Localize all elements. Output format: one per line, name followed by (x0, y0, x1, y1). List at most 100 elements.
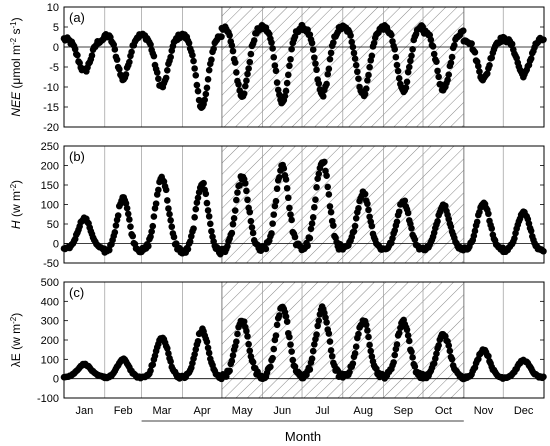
data-point (308, 39, 316, 47)
y-tick-label: 0 (53, 42, 59, 54)
data-point (325, 330, 333, 337)
data-point (267, 363, 274, 371)
data-point (362, 321, 370, 329)
data-point (276, 91, 283, 99)
data-points (60, 303, 547, 383)
data-point (234, 189, 241, 196)
data-point (471, 227, 479, 235)
data-point (476, 68, 483, 75)
data-point (202, 190, 210, 198)
data-point (349, 360, 357, 367)
data-point (112, 222, 120, 229)
data-point (246, 208, 254, 216)
data-point (200, 179, 207, 187)
x-tick-label: Apr (194, 405, 211, 417)
data-point (272, 67, 280, 75)
data-point (147, 41, 154, 48)
data-point (273, 321, 281, 329)
data-point (393, 218, 401, 226)
data-point (368, 52, 376, 60)
data-point (271, 202, 279, 210)
data-point (233, 196, 240, 204)
data-point (269, 45, 276, 52)
x-tick-label: Aug (353, 405, 373, 417)
x-tick-label: Dec (514, 405, 534, 417)
data-point (287, 55, 294, 63)
data-point (167, 358, 174, 365)
data-point (244, 70, 251, 78)
data-point (272, 197, 280, 205)
data-point (401, 197, 409, 205)
data-point (224, 242, 231, 250)
data-point (315, 317, 323, 325)
data-point (114, 212, 122, 219)
y-tick-label: -10 (43, 82, 59, 94)
data-point (287, 211, 294, 218)
x-tick-label: Feb (114, 405, 133, 417)
data-point (144, 242, 152, 250)
data-point (319, 93, 327, 100)
y-axis-label: λE (w m-2) (9, 313, 24, 367)
data-point (351, 349, 359, 357)
data-point (226, 367, 233, 375)
data-point (128, 48, 135, 56)
data-point (434, 218, 441, 225)
data-point (352, 343, 360, 351)
data-point (262, 245, 270, 253)
data-point (281, 92, 289, 100)
data-point (433, 350, 440, 358)
data-point (311, 204, 318, 211)
data-point (280, 165, 288, 172)
data-point (351, 55, 359, 62)
data-point (444, 76, 451, 84)
data-point (364, 327, 371, 334)
data-point (330, 39, 337, 46)
data-point (270, 345, 278, 353)
data-point (411, 363, 419, 370)
data-point (291, 233, 299, 241)
y-tick-label: -20 (43, 122, 59, 134)
data-point (191, 214, 198, 221)
data-point (347, 32, 354, 39)
data-point (328, 352, 336, 360)
data-point (273, 185, 281, 193)
data-point (226, 32, 233, 39)
data-point (393, 341, 401, 348)
data-point (315, 80, 323, 87)
data-points (60, 21, 547, 111)
data-point (365, 206, 372, 214)
data-point (392, 53, 400, 61)
panel-label: (a) (69, 10, 85, 25)
data-point (190, 57, 197, 65)
data-point (155, 186, 162, 194)
data-point (445, 342, 453, 349)
data-point (268, 230, 275, 237)
x-tick-label: Jul (315, 405, 329, 417)
y-tick-label: 300 (41, 316, 59, 328)
data-point (208, 227, 215, 235)
data-point (204, 344, 212, 352)
data-point (228, 42, 236, 49)
data-point (435, 342, 442, 349)
data-point (409, 354, 416, 361)
y-tick-label: -50 (43, 258, 59, 270)
data-point (170, 233, 178, 241)
y-tick-label: 10 (47, 2, 59, 14)
data-point (390, 359, 397, 366)
data-point (326, 55, 334, 63)
data-point (327, 347, 335, 354)
data-point (405, 337, 413, 345)
y-tick-label: -15 (43, 102, 59, 114)
data-point (362, 85, 370, 92)
data-point (508, 40, 516, 48)
data-point (304, 26, 311, 34)
y-tick-label: 0 (53, 239, 59, 251)
data-point (470, 232, 478, 240)
data-point (111, 229, 119, 236)
data-point (451, 42, 458, 49)
data-point (273, 79, 281, 86)
data-point (229, 220, 237, 228)
data-point (308, 355, 316, 362)
data-point (488, 54, 496, 62)
data-point (361, 190, 369, 198)
